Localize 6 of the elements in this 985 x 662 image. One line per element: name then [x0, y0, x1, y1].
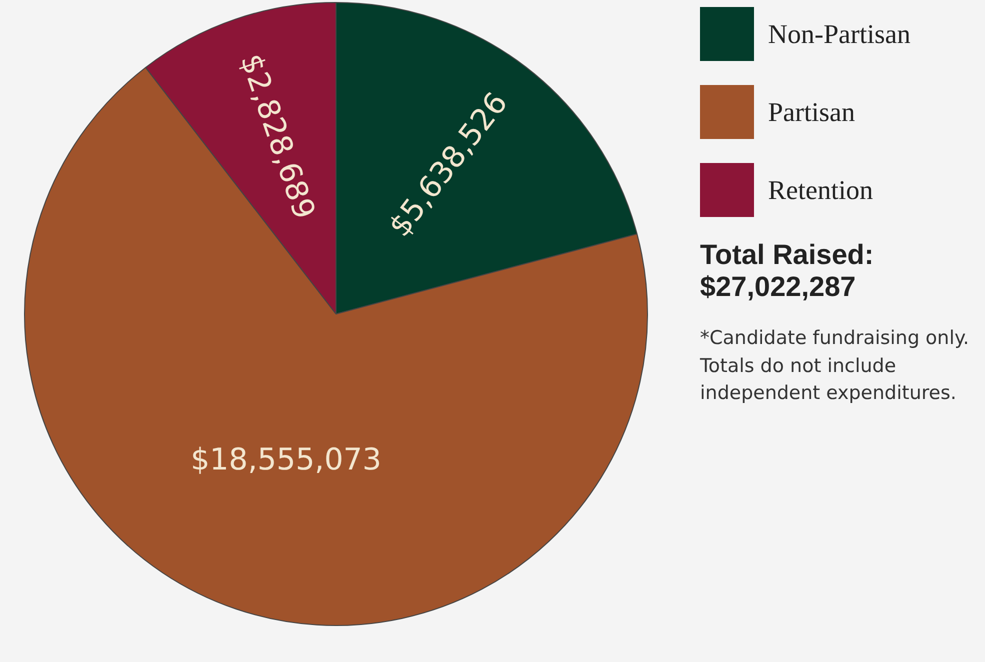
legend-label: Retention: [768, 174, 873, 206]
legend-label: Non-Partisan: [768, 18, 910, 50]
legend-label: Partisan: [768, 96, 855, 128]
data-label: $18,555,073: [190, 442, 382, 478]
text: Total Raised: $27,022,287: [700, 239, 875, 303]
text: *Candidate fundraising only. Totals do not include independent expenditures.: [700, 326, 970, 406]
